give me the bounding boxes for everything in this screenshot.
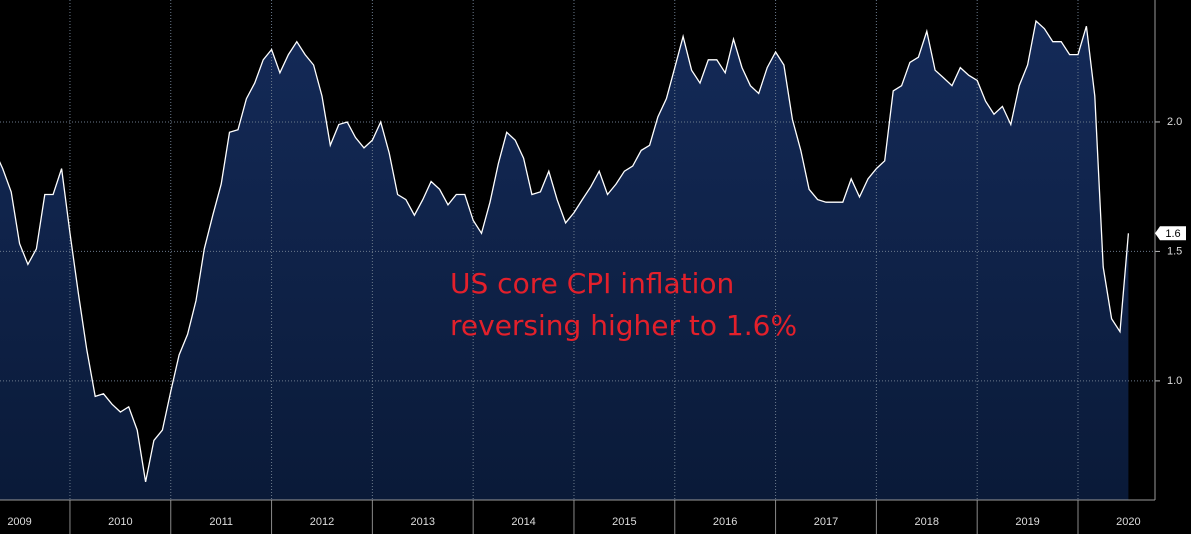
y-tick-label: 1.0 [1167, 375, 1182, 387]
annotation: reversing higher to 1.6% [450, 309, 797, 342]
x-tick-label: 2011 [209, 516, 233, 528]
y-tick-label: 1.5 [1167, 245, 1182, 257]
x-tick-label: 2012 [310, 516, 334, 528]
last-value-label: 1.6 [1165, 228, 1180, 240]
last-value-tag [1155, 226, 1186, 241]
annotation: US core CPI inflation [450, 267, 734, 300]
x-tick-label: 2013 [411, 516, 435, 528]
x-tick-label: 2016 [713, 516, 737, 528]
line [0, 19, 1130, 483]
x-tick-label: 2019 [1015, 516, 1039, 528]
x-tick-label: 2017 [814, 516, 838, 528]
area [0, 21, 1129, 500]
x-tick-label: 2015 [612, 516, 636, 528]
x-tick-label: 2010 [108, 516, 132, 528]
x-tick-label: 2018 [915, 516, 939, 528]
x-tick-label: 2020 [1116, 516, 1140, 528]
x-tick-label: 2009 [7, 516, 31, 528]
x-tick-label: 2014 [511, 516, 535, 528]
y-tick-label: 2.0 [1167, 116, 1182, 128]
